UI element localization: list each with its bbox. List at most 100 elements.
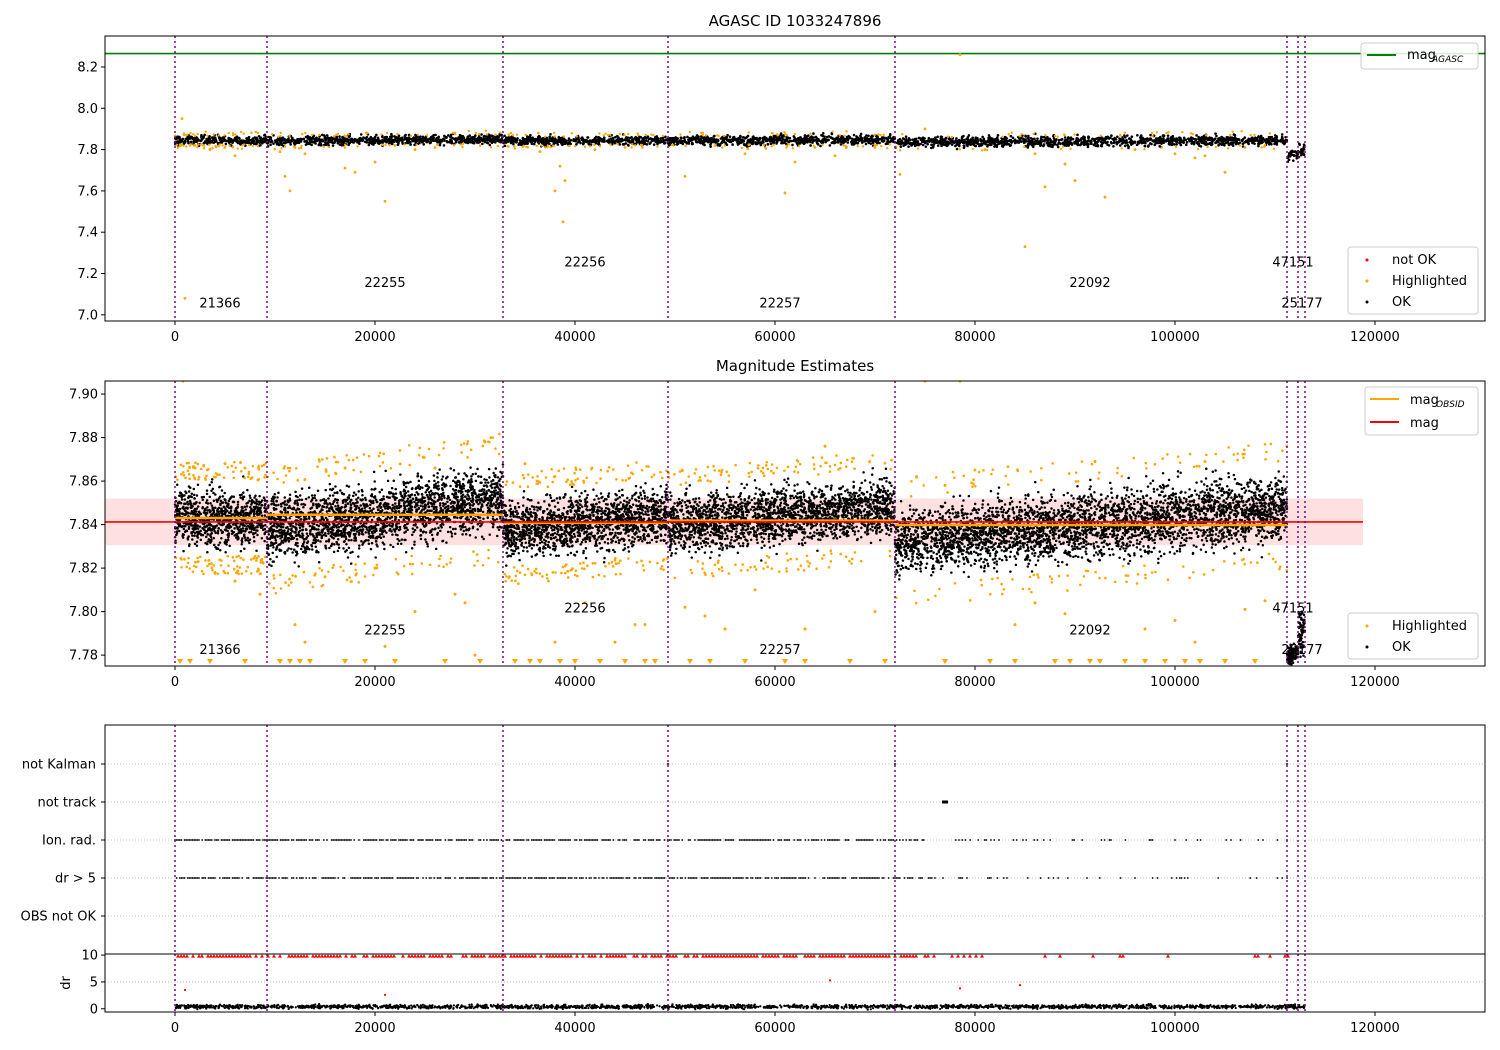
panel2-ok-point [275,555,279,559]
panel2-ok-point [220,514,224,518]
panel1-ok-point [837,141,840,144]
panel1-ok-point [1224,138,1227,141]
panel2-ok-point [244,538,247,542]
panel1-obsid-label: 22257 [759,297,800,312]
panel1-highlighted-point [176,146,180,149]
panel1-ok-point [267,135,271,139]
panel2-ok-point [225,504,229,508]
panel1-ok-point [549,139,553,142]
panel1-ok-point [199,139,203,142]
panel1-ok-point [1040,138,1044,142]
panel1-ok-point [910,144,913,147]
panel2-ok-point [368,506,372,510]
panel2-ok-point [391,533,394,536]
panel2-ok-point [182,533,186,537]
panel1-ok-point [533,140,537,144]
panel1-ok-point [1204,142,1207,146]
panel1-ok-point [781,138,785,141]
panel1-ok-point [450,141,453,145]
panel2-ok-point [450,535,454,538]
panel1-highlighted-point [784,133,787,136]
panel2-ok-point [243,505,247,509]
panel2-ok-point [230,513,234,516]
legend-highlighted-swatch [1365,279,1369,283]
panel2-ok-point [230,529,234,533]
panel1-highlighted-point [189,143,193,146]
panel1-ok-point [832,137,835,141]
panel2-ok-point [251,508,255,512]
panel1-highlighted-point [228,144,231,147]
panel1-ok-point [234,137,238,141]
panel1-ok-point [856,138,859,142]
panel1-highlighted-point [593,143,596,147]
panel1-ok-point [913,144,917,148]
panel1-highlighted-point [180,143,183,146]
panel1-plot-area [105,36,1485,321]
panel1-ok-point [1273,142,1276,146]
panel1-ok-point [706,136,709,139]
panel1-ok-point [1091,137,1095,141]
panel1-ok-point [796,142,799,145]
panel2-ok-point [217,526,220,530]
panel1-ok-point [1063,136,1067,139]
panel2-ok-point [216,498,220,502]
panel1-ok-point [725,135,728,139]
panel1-ok-point [922,140,926,144]
panel1-ok-point [1049,145,1052,148]
panel1-ok-point [958,140,961,144]
panel1-highlighted-point [1167,131,1170,134]
panel1-ok-point [947,137,951,141]
panel1-ok-point [524,140,528,144]
panel2-ok-point [227,532,231,535]
panel1-ok-point [1129,139,1133,142]
panel2-ok-point [490,486,494,490]
panel1-ok-point [1011,136,1015,140]
panel1-ok-point [303,140,306,143]
panel1-highlighted-point [831,130,834,133]
panel1-ok-point [324,143,328,147]
panel1-ok-point [939,135,943,139]
panel2-ok-point [263,532,266,536]
panel1-ok-point [442,144,446,147]
panel1-ok-point [1052,142,1056,145]
panel1-ok-point [1024,135,1027,138]
panel1-ok-point [253,136,257,139]
panel2-ok-point [258,506,261,510]
panel1-ok-point [900,139,903,142]
panel1-highlighted-point [747,131,750,134]
panel1-ok-point [359,133,363,136]
panel1-ok-point [770,138,773,141]
panel2-ok-point [223,541,227,545]
panel2-ok-point [178,522,181,525]
panel1-ok-point [875,137,878,141]
panel1-highlighted-point [485,133,489,136]
panel1-ok-point [1257,144,1260,148]
panel1-ok-point [927,136,931,140]
panel1-ok-point [1000,137,1004,141]
panel1-ok-point [575,143,578,146]
panel1-ok-point [812,132,815,135]
panel1-ok-point [315,139,319,143]
panel1-ok-point [944,138,947,141]
panel1-ok-point [691,138,695,141]
panel1-highlighted-point [223,134,226,137]
panel1-ok-point [355,138,359,142]
panel2-ok-point [233,509,237,512]
panel1-ok-point [1040,135,1043,139]
panel1-highlighted-point [721,146,724,149]
panel2-ok-point [217,506,221,510]
panel1-highlighted-point [192,132,195,136]
panel1-ok-point [237,140,240,143]
panel1-ok-point [388,139,392,143]
panel1-highlighted-point [381,143,384,147]
panel2-ok-point [236,527,240,531]
panel1-highlighted-point [898,172,902,176]
panel1-ok-point [982,137,986,141]
panel1-ok-point [718,142,722,146]
panel1-ok-point [525,137,528,141]
panel1-ok-point [498,134,502,137]
panel1-ok-point [462,136,466,140]
panel1-ok-point [855,135,858,138]
panel1-ok-point [210,141,214,144]
panel1-ok-point [716,142,720,146]
